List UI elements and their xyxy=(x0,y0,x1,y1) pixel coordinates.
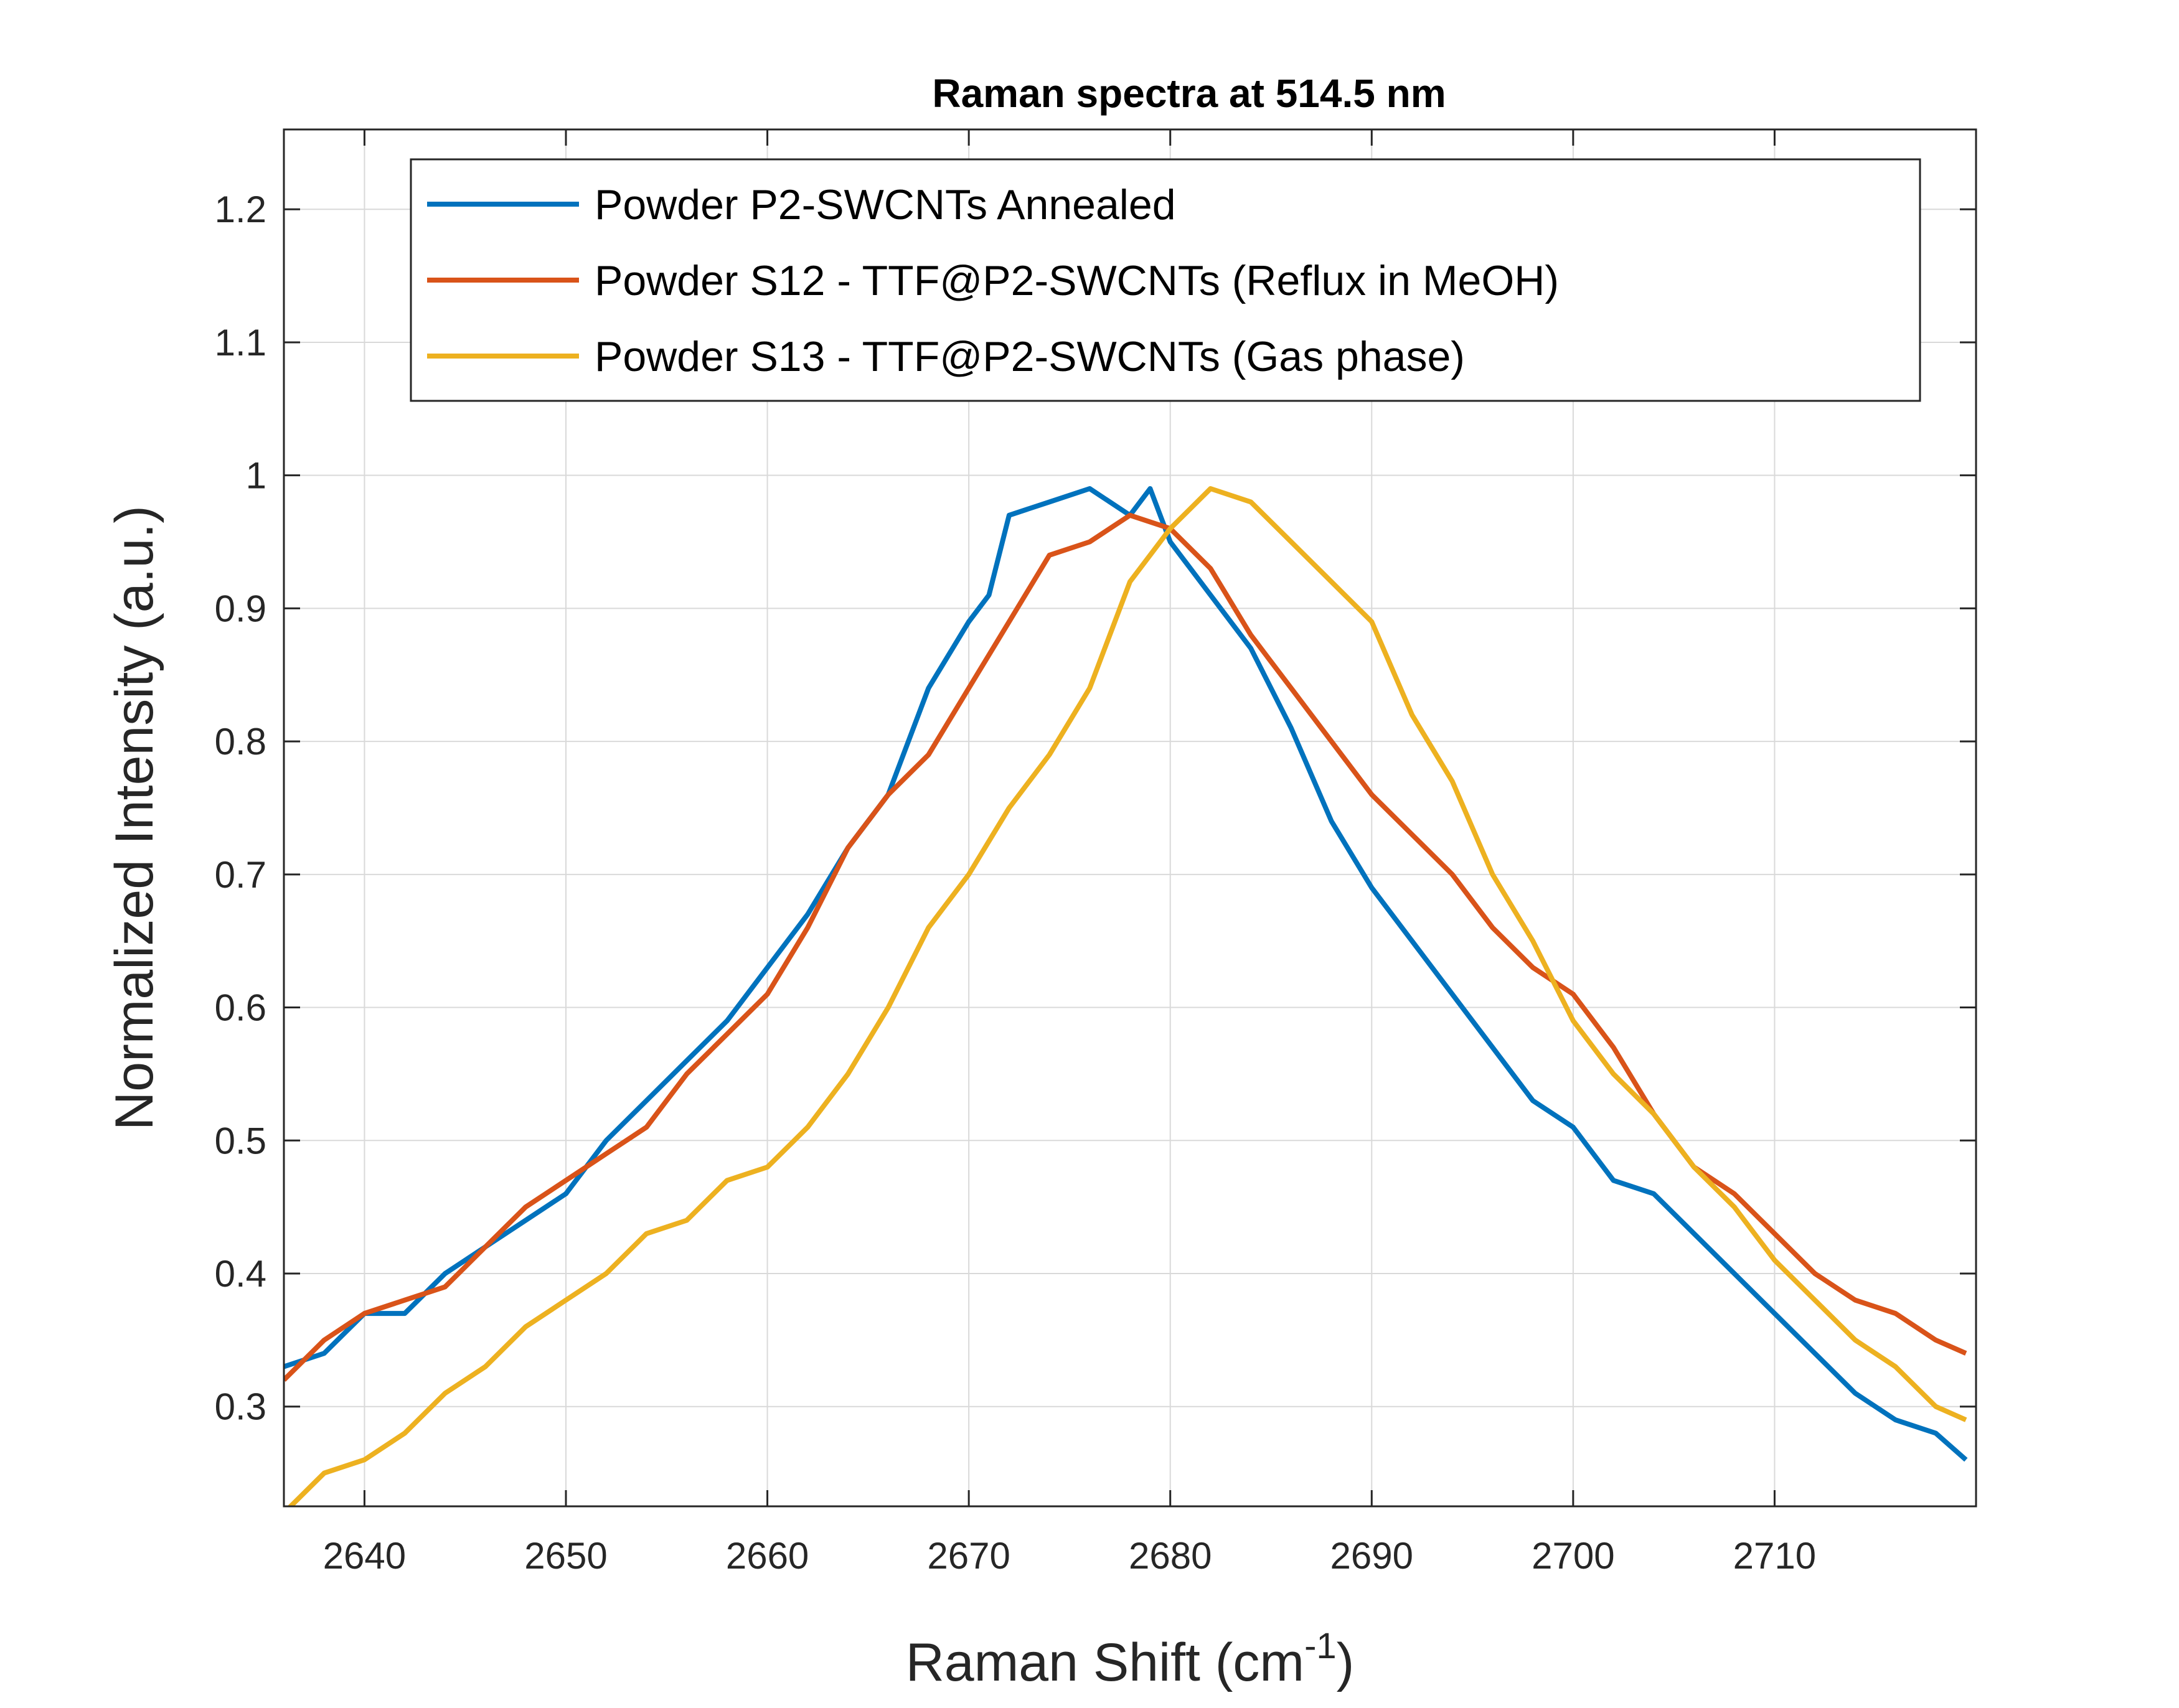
legend-label-2: Powder S13 - TTF@P2-SWCNTs (Gas phase) xyxy=(595,333,1465,380)
x-tick-label: 2680 xyxy=(1129,1535,1212,1577)
axis-ticks: 2640 2650 2660 2670 2680 2690 2700 2710 0.3 0.4 0.… xyxy=(215,129,1976,1577)
x-tick-label: 2670 xyxy=(927,1535,1010,1577)
data-series xyxy=(284,486,1968,1506)
chart-title: Raman spectra at 514.5 nm xyxy=(932,71,1446,116)
x-tick-label: 2710 xyxy=(1733,1535,1816,1577)
x-tick-label: 2650 xyxy=(524,1535,607,1577)
x-axis-label-main: Raman Shift (cm xyxy=(906,1633,1304,1692)
x-tick-label: 2690 xyxy=(1330,1535,1413,1577)
y-tick-label: 0.7 xyxy=(215,854,266,896)
x-axis-label-suffix: ) xyxy=(1337,1633,1355,1692)
legend-box xyxy=(410,158,1921,402)
plot-frame xyxy=(283,128,1977,1508)
x-tick-label: 2640 xyxy=(323,1535,406,1577)
x-axis-label: Raman Shift (cm-1) xyxy=(906,1626,1355,1692)
y-tick-label: 0.4 xyxy=(215,1253,266,1295)
y-tick-label: 0.9 xyxy=(215,588,266,629)
y-tick-label: 1.1 xyxy=(215,322,266,364)
y-tick-label: 0.3 xyxy=(215,1386,266,1428)
x-tick-label: 2660 xyxy=(726,1535,809,1577)
y-tick-label: 0.8 xyxy=(215,721,266,762)
legend-label-0: Powder P2-SWCNTs Annealed xyxy=(595,181,1176,228)
legend-label-1: Powder S12 - TTF@P2-SWCNTs (Reflux in Me… xyxy=(595,257,1559,304)
series-line-0 xyxy=(284,486,1968,1462)
y-tick-label: 1 xyxy=(246,455,266,497)
x-axis-label-superscript: -1 xyxy=(1304,1626,1337,1666)
x-tick-label: 2700 xyxy=(1532,1535,1614,1577)
y-tick-label: 0.5 xyxy=(215,1120,266,1161)
y-tick-label: 0.6 xyxy=(215,987,266,1029)
y-axis-label: Normalized Intensity (a.u.) xyxy=(105,505,164,1130)
legend: Powder P2-SWCNTs Annealed Powder S12 - T… xyxy=(410,158,1921,402)
y-tick-label: 1.2 xyxy=(215,189,266,230)
series-line-2 xyxy=(287,486,1967,1506)
